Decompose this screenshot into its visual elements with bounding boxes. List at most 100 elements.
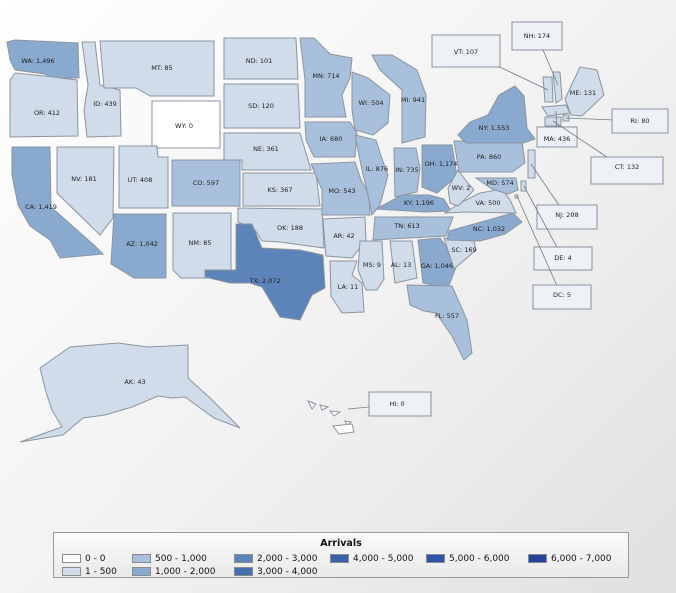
state-ut[interactable] (118, 145, 169, 209)
state-de[interactable] (520, 180, 527, 192)
legend-swatch (426, 554, 445, 563)
state-ak[interactable] (19, 342, 241, 443)
state-nm[interactable] (172, 212, 232, 279)
state-label-nm: NM: 85 (189, 239, 212, 247)
legend-swatch (234, 567, 253, 576)
state-label-az: AZ: 1,042 (126, 240, 158, 248)
state-tx[interactable] (204, 223, 326, 321)
callout-box-ct (590, 156, 664, 185)
state-label-il: IL: 876 (366, 165, 388, 173)
state-nj[interactable] (527, 149, 536, 179)
state-label-oh: OH: 1,174 (425, 160, 458, 168)
callout-box-de (533, 246, 593, 271)
legend-item: 1 - 500 (62, 567, 117, 577)
state-me[interactable] (564, 66, 605, 117)
legend-label: 4,000 - 5,000 (353, 554, 414, 564)
state-tn[interactable] (372, 216, 454, 241)
state-nd[interactable] (223, 37, 299, 80)
callout-box-ri (611, 108, 669, 134)
legend-item: 4,000 - 5,000 (330, 554, 414, 564)
hawaii-island-4[interactable] (344, 420, 353, 426)
callouts (347, 21, 669, 417)
state-shapes (6, 37, 605, 443)
state-mn[interactable] (299, 37, 353, 118)
callout-label-ma: MA: 436 (544, 135, 571, 143)
state-oh[interactable] (421, 144, 458, 194)
legend-swatch (62, 567, 81, 576)
state-vt[interactable] (542, 76, 554, 103)
callout-label-dc: DC: 5 (553, 291, 571, 299)
state-ny[interactable] (457, 85, 536, 144)
callout-leader-de (523, 185, 564, 259)
state-label-wv: WV: 2 (452, 184, 471, 192)
state-label-mt: MT: 85 (151, 64, 172, 72)
hawaii-island-3[interactable] (328, 410, 342, 417)
state-ia[interactable] (304, 121, 358, 158)
state-wy[interactable] (151, 100, 221, 149)
map-legend: Arrivals 0 - 0 1 - 500 500 - 1,000 1,000 - … (53, 532, 629, 578)
state-co[interactable] (171, 159, 241, 207)
hawaii-island-1[interactable] (306, 400, 317, 410)
state-label-tx: TX: 2,072 (248, 277, 280, 285)
legend-label: 500 - 1,000 (155, 554, 207, 564)
state-nh[interactable] (552, 71, 563, 104)
legend-swatch (528, 554, 547, 563)
hawaii-island-5[interactable] (332, 423, 355, 435)
state-la[interactable] (329, 260, 365, 314)
state-or[interactable] (9, 72, 79, 138)
callout-box-nj (536, 204, 598, 230)
state-ne[interactable] (223, 132, 312, 171)
state-ma[interactable] (541, 104, 571, 117)
state-id[interactable] (81, 41, 122, 138)
state-label-nd: ND: 101 (246, 57, 273, 65)
legend-swatch (234, 554, 253, 563)
state-nv[interactable] (56, 146, 115, 236)
callout-box-nh (511, 21, 563, 51)
legend-label: 1 - 500 (85, 567, 117, 577)
state-az[interactable] (110, 213, 167, 279)
state-label-ne: NE: 361 (253, 145, 279, 153)
state-label-pa: PA: 860 (477, 153, 502, 161)
state-il[interactable] (354, 134, 389, 217)
legend-title: Arrivals (320, 538, 362, 549)
state-ar[interactable] (322, 216, 367, 259)
callout-label-hi: HI: 0 (389, 400, 404, 408)
state-label-mo: MO: 543 (328, 187, 355, 195)
legend-item: 1,000 - 2,000 (132, 567, 216, 577)
state-mt[interactable] (99, 40, 215, 97)
state-ky[interactable] (374, 194, 452, 213)
legend-item: 0 - 0 (62, 554, 105, 564)
callout-label-ri: RI: 80 (631, 117, 650, 125)
callout-box-hi (368, 391, 432, 417)
state-wi[interactable] (351, 71, 391, 136)
state-label-ak: AK: 43 (124, 378, 145, 386)
state-sd[interactable] (223, 83, 301, 129)
hawaii-island-2[interactable] (319, 404, 330, 411)
state-labels: WA: 1,496 OR: 412 CA: 1,419 ID: 439 NV: 181 M… (21, 32, 649, 408)
state-ca[interactable] (11, 146, 105, 259)
callout-box-dc (532, 284, 592, 310)
state-wv[interactable] (447, 169, 475, 207)
state-label-sd: SD: 120 (248, 102, 274, 110)
state-label-wa: WA: 1,496 (21, 57, 54, 65)
state-label-al: AL: 13 (391, 261, 412, 269)
state-label-in: IN: 735 (395, 166, 418, 174)
state-label-wy: WY: 0 (175, 122, 193, 130)
state-label-ga: GA: 1,046 (421, 262, 453, 270)
state-al[interactable] (389, 240, 418, 284)
state-label-ny: NY: 1,553 (479, 124, 510, 132)
state-label-ut: UT: 408 (128, 176, 153, 184)
legend-item: 5,000 - 6,000 (426, 554, 510, 564)
state-in[interactable] (393, 147, 421, 198)
state-fl[interactable] (406, 284, 473, 361)
state-ks[interactable] (242, 172, 321, 207)
state-mi[interactable] (371, 54, 427, 144)
state-md[interactable] (474, 177, 519, 195)
state-label-co: CO: 597 (193, 179, 219, 187)
callout-label-vt: VT: 107 (454, 48, 478, 56)
state-label-me: ME: 131 (570, 89, 596, 97)
state-ms[interactable] (357, 240, 385, 291)
legend-label: 1,000 - 2,000 (155, 567, 216, 577)
